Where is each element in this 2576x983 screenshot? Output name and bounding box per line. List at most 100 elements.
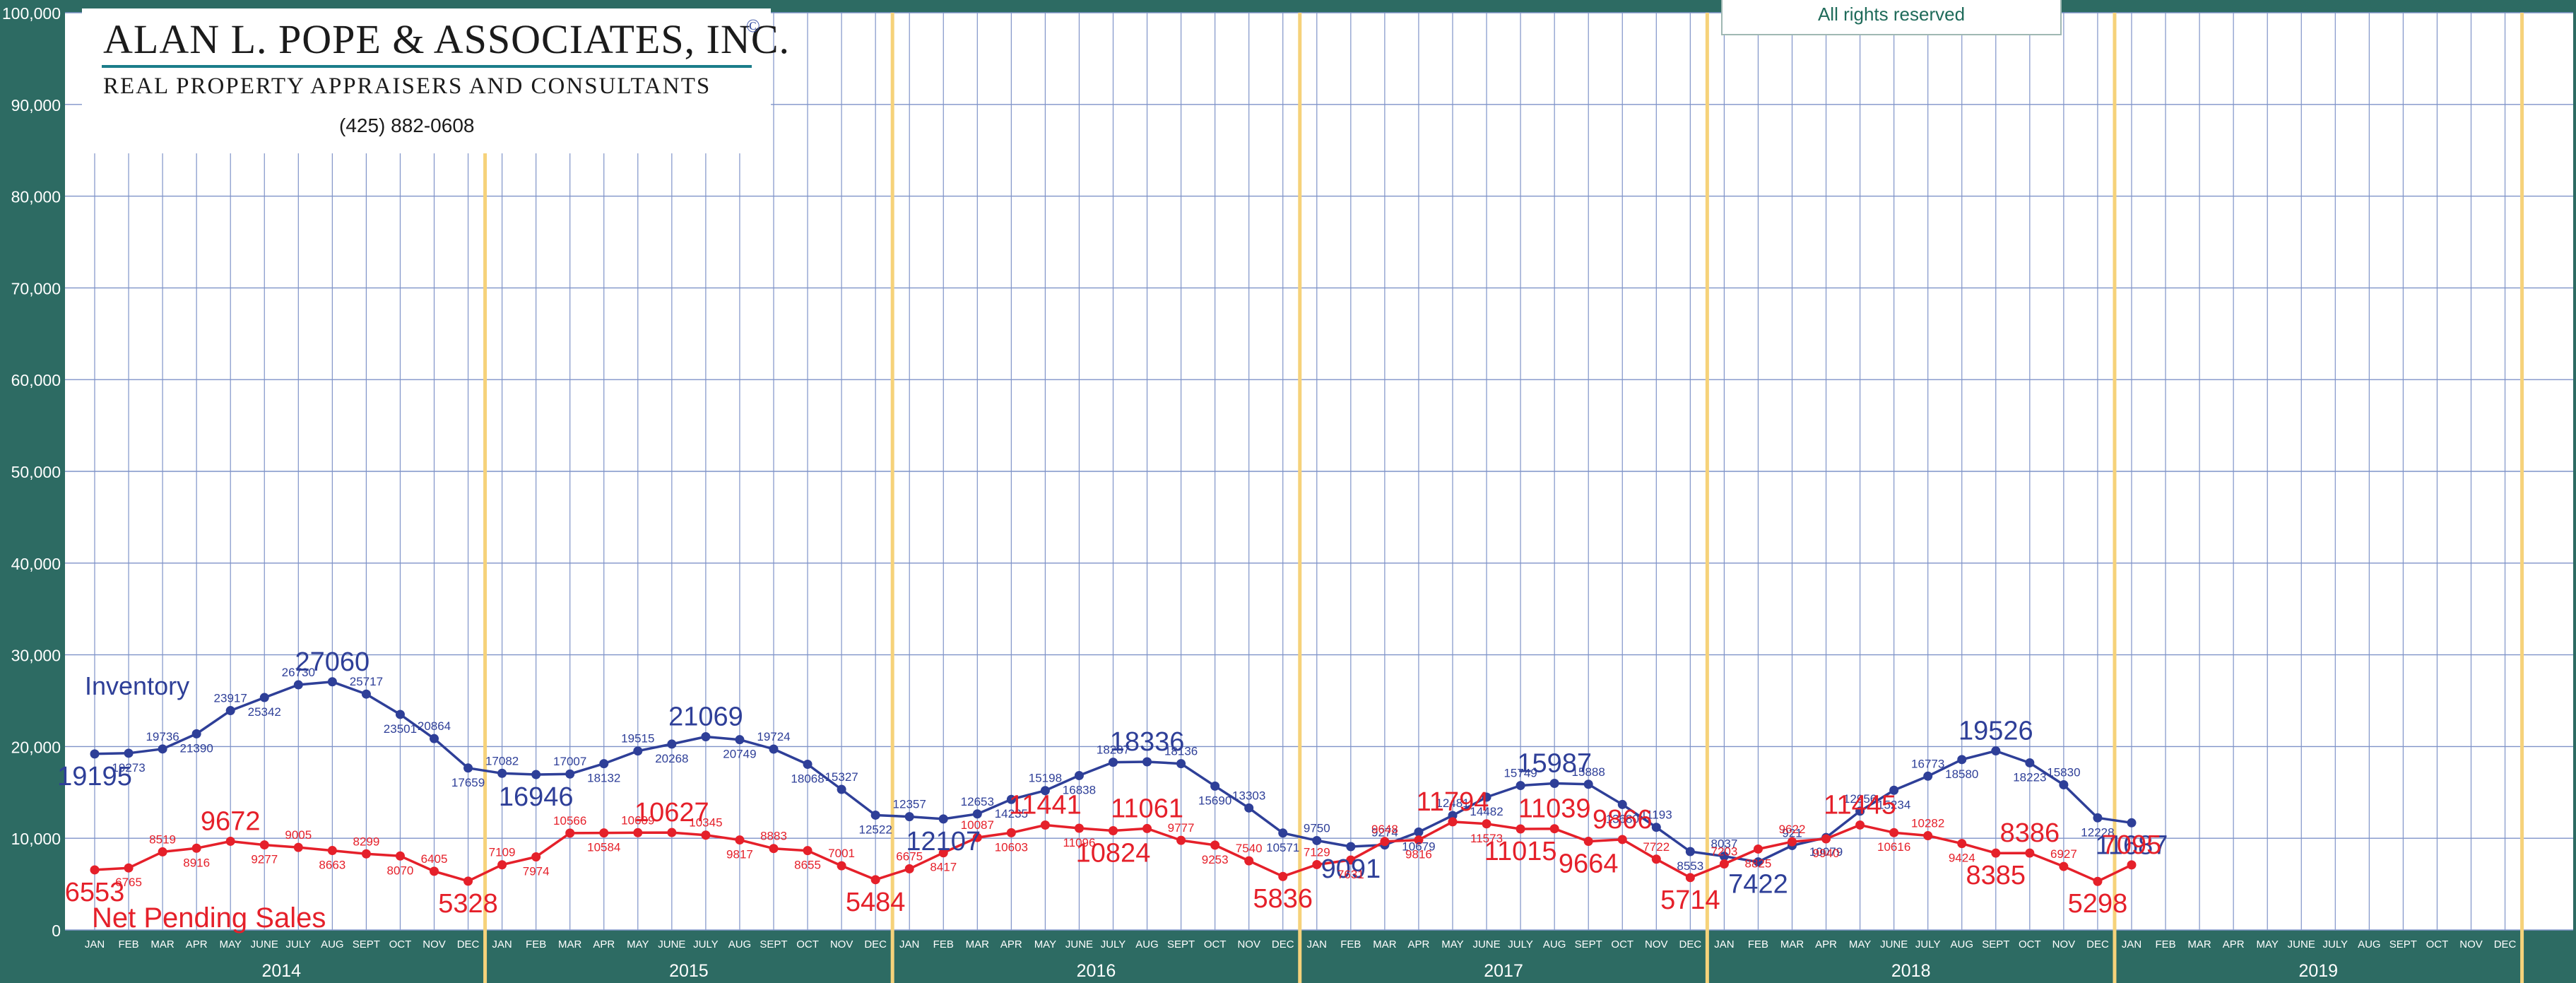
- month-tick-label: FEB: [2155, 938, 2175, 950]
- data-point: [395, 710, 405, 719]
- data-label: 7722: [1643, 840, 1670, 854]
- data-point: [124, 863, 134, 873]
- data-point: [293, 680, 303, 690]
- data-label: 6553: [65, 878, 125, 907]
- data-point: [259, 840, 269, 850]
- data-point: [395, 851, 405, 861]
- data-label: 11687: [2096, 830, 2168, 860]
- data-point: [293, 842, 303, 852]
- y-tick-label: 100,000: [2, 4, 61, 23]
- data-point: [1719, 852, 1729, 861]
- data-label: 7129: [1304, 845, 1330, 859]
- data-point: [191, 843, 201, 853]
- axis-labels: 0 10,000 20,000 30,000 40,000 50,000 60,000 70,…: [2, 4, 2517, 981]
- data-point: [870, 810, 880, 820]
- data-label: 11445: [1824, 790, 1896, 820]
- data-point: [1346, 855, 1356, 865]
- data-point: [837, 784, 846, 794]
- data-point: [1210, 781, 1220, 791]
- data-label: 18580: [1945, 767, 1978, 781]
- data-point: [2059, 780, 2069, 790]
- month-tick-label: JUNE: [658, 938, 685, 950]
- data-point: [1923, 831, 1933, 841]
- month-tick-label: APR: [1815, 938, 1837, 950]
- data-point: [361, 849, 371, 859]
- data-label: 18287: [1097, 743, 1130, 757]
- data-point: [1855, 820, 1865, 830]
- month-tick-label: APR: [186, 938, 208, 950]
- year-label: 2015: [669, 961, 709, 981]
- data-label: 19736: [146, 730, 179, 743]
- data-point: [1482, 819, 1491, 829]
- data-label: 14235: [995, 807, 1028, 820]
- data-point: [1651, 854, 1661, 864]
- data-label: 13680: [1606, 812, 1639, 825]
- data-point: [90, 865, 100, 875]
- data-label: 21069: [668, 702, 743, 732]
- y-tick-label: 60,000: [11, 371, 61, 389]
- month-tick-label: JULY: [693, 938, 719, 950]
- data-label: 7001: [828, 847, 855, 860]
- month-tick-label: SEPT: [353, 938, 380, 950]
- data-label: 27060: [295, 647, 370, 677]
- month-tick-label: JUNE: [251, 938, 278, 950]
- month-tick-label: MAY: [1849, 938, 1871, 950]
- data-point: [1617, 835, 1627, 844]
- month-tick-label: FEB: [1340, 938, 1361, 950]
- data-label: 17007: [553, 755, 586, 768]
- data-point: [1753, 844, 1763, 854]
- data-label: 7109: [489, 846, 516, 859]
- month-tick-label: MAR: [1373, 938, 1397, 950]
- data-label: 20268: [655, 752, 688, 765]
- data-label: 8299: [353, 835, 379, 848]
- data-label: 15830: [2047, 766, 2080, 779]
- data-label: 9622: [1779, 823, 1806, 836]
- company-phone: (425) 882-0608: [339, 114, 475, 136]
- data-label: 10627: [634, 798, 709, 828]
- data-point: [701, 830, 711, 840]
- data-label: 921: [1782, 826, 1802, 840]
- data-label: 11039: [1518, 794, 1591, 824]
- month-tick-label: MAR: [966, 938, 990, 950]
- data-point: [2025, 848, 2035, 858]
- data-label: 9777: [1168, 821, 1195, 835]
- series-names: Inventory Net Pending Sales: [85, 671, 326, 934]
- data-label: 23501: [384, 722, 417, 736]
- data-point: [1380, 837, 1390, 847]
- data-label: 10345: [689, 816, 722, 830]
- data-label: 7631: [1337, 868, 1364, 881]
- month-tick-label: AUG: [1950, 938, 1973, 950]
- month-tick-label: JUNE: [1472, 938, 1500, 950]
- year-label: 2018: [1891, 961, 1931, 981]
- data-label: 9005: [285, 828, 312, 842]
- month-tick-label: JULY: [1101, 938, 1126, 950]
- data-label: 10584: [587, 841, 620, 854]
- data-point: [158, 744, 167, 754]
- y-tick-label: 0: [52, 922, 61, 940]
- data-label: 15198: [1029, 772, 1062, 785]
- data-point: [938, 848, 948, 858]
- data-point: [531, 770, 541, 779]
- data-label: 20864: [418, 719, 451, 733]
- data-point: [1516, 781, 1525, 791]
- data-point: [124, 748, 134, 758]
- year-label: 2019: [2298, 961, 2338, 981]
- month-tick-label: FEB: [526, 938, 546, 950]
- month-tick-label: NOV: [1237, 938, 1260, 950]
- month-tick-label: JULY: [1915, 938, 1941, 950]
- month-tick-label: JUNE: [1065, 938, 1093, 950]
- data-point: [1074, 823, 1084, 833]
- company-logo-box: ALAN L. POPE & ASSOCIATES, INC. © REAL P…: [82, 8, 789, 153]
- data-point: [701, 732, 711, 742]
- data-label: 8553: [1677, 859, 1703, 873]
- data-label: 15987: [1517, 748, 1592, 778]
- month-tick-label: AUG: [1543, 938, 1566, 950]
- data-label: 10571: [1266, 841, 1299, 854]
- series-lines: [90, 677, 2137, 886]
- data-label: 12228: [2081, 825, 2114, 839]
- data-point: [769, 844, 779, 854]
- data-point: [2093, 813, 2103, 823]
- month-tick-label: APR: [1000, 938, 1022, 950]
- month-tick-label: FEB: [933, 938, 954, 950]
